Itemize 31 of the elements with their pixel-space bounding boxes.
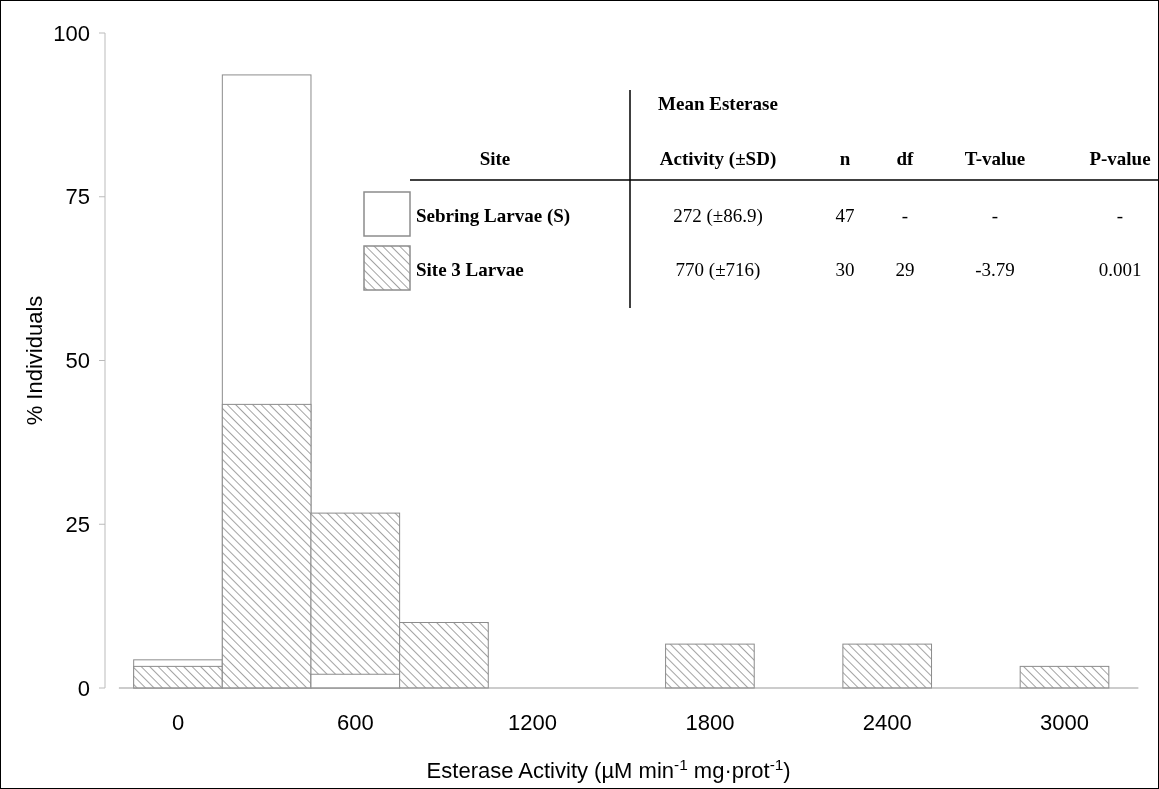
x-tick-label: 1800 <box>685 710 735 735</box>
y-tick-label: 75 <box>65 184 90 210</box>
annotation: Site <box>479 148 511 169</box>
y-tick-label: 50 <box>65 348 90 374</box>
annotation: 30 <box>835 259 855 280</box>
legend-label: Site 3 Larvae <box>416 259 524 280</box>
y-tick-label: 100 <box>53 20 90 46</box>
annotation: 47 <box>835 205 855 226</box>
annotation: 29 <box>895 259 915 280</box>
annotation: - <box>901 205 909 226</box>
x-tick-label: 3000 <box>1040 710 1089 735</box>
x-axis-title: Esterase Activity (µM min$^{-1}$ mg·prot$^{-1}$) <box>426 755 791 783</box>
x-tick-label: 2400 <box>862 710 912 735</box>
text: Mean Esterase Activity (±SD) <box>658 93 778 169</box>
x-tick-label: 0 <box>171 710 185 735</box>
y-tick-label: 25 <box>65 511 90 537</box>
annotation: df <box>896 148 915 169</box>
annotation: - <box>1116 205 1124 226</box>
x-tick-label: 600 <box>336 710 374 735</box>
annotation: T-value <box>964 148 1026 169</box>
y-tick-label: 0 <box>77 675 90 701</box>
annotation: P-value <box>1089 148 1151 169</box>
annotation: - <box>991 205 999 226</box>
annotation: 770 (±716) <box>675 259 761 281</box>
legend-label: Sebring Larvae (S) <box>416 205 571 227</box>
annotation: 0.001 <box>1098 259 1142 280</box>
annotation: 272 (±86.9) <box>673 205 763 227</box>
annotation: -3.79 <box>975 259 1015 280</box>
annotation: n <box>839 148 851 169</box>
y-axis-title: % Individuals <box>22 295 47 426</box>
x-tick-label: 1200 <box>508 710 558 735</box>
